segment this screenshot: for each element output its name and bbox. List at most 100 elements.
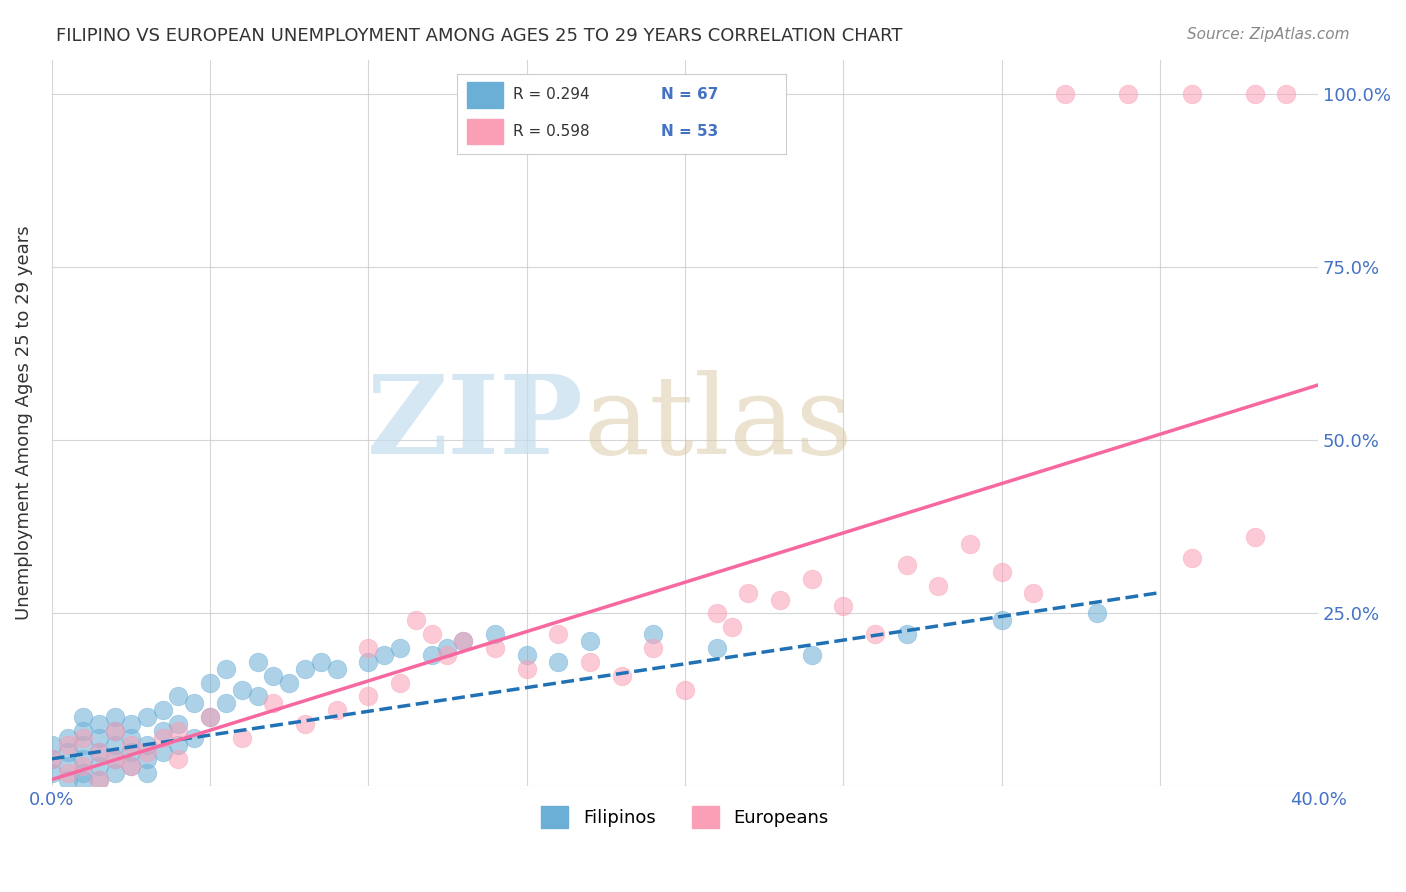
Point [579, 655, 602, 669]
Point [135, 738, 157, 752]
Point [990, 613, 1012, 627]
Point [135, 745, 157, 759]
Point [56, 758, 79, 772]
Point [56, 745, 79, 759]
Point [152, 731, 174, 745]
Point [72, 758, 94, 772]
Point [41, 752, 63, 766]
Point [516, 648, 538, 662]
Point [800, 648, 823, 662]
Point [183, 697, 205, 711]
Point [41, 765, 63, 780]
Point [89, 772, 111, 787]
Point [72, 738, 94, 752]
Point [120, 731, 142, 745]
Point [1053, 87, 1076, 102]
Point [41, 738, 63, 752]
Text: atlas: atlas [583, 369, 853, 476]
Point [1085, 607, 1108, 621]
Point [89, 745, 111, 759]
Text: FILIPINO VS EUROPEAN UNEMPLOYMENT AMONG AGES 25 TO 29 YEARS CORRELATION CHART: FILIPINO VS EUROPEAN UNEMPLOYMENT AMONG … [56, 27, 903, 45]
Text: ZIP: ZIP [367, 369, 583, 476]
Point [959, 537, 981, 551]
Point [1243, 530, 1265, 544]
Point [120, 738, 142, 752]
Point [215, 697, 238, 711]
Point [357, 640, 380, 655]
Point [120, 745, 142, 759]
Point [89, 772, 111, 787]
Point [420, 627, 443, 641]
Point [721, 620, 744, 634]
Point [89, 731, 111, 745]
Point [198, 675, 221, 690]
Point [990, 565, 1012, 579]
Point [231, 682, 253, 697]
Point [89, 717, 111, 731]
Point [436, 640, 458, 655]
Point [120, 758, 142, 772]
Point [388, 675, 411, 690]
Point [72, 710, 94, 724]
Point [72, 752, 94, 766]
Point [547, 655, 569, 669]
Point [246, 690, 269, 704]
Point [135, 765, 157, 780]
Point [516, 662, 538, 676]
Point [41, 752, 63, 766]
Point [56, 765, 79, 780]
Point [152, 703, 174, 717]
Point [863, 627, 886, 641]
Point [56, 731, 79, 745]
Point [673, 682, 696, 697]
Point [1116, 87, 1139, 102]
Point [246, 655, 269, 669]
Point [152, 745, 174, 759]
Point [325, 662, 347, 676]
Point [198, 710, 221, 724]
Point [104, 738, 127, 752]
Point [357, 690, 380, 704]
Point [167, 690, 190, 704]
Point [896, 627, 918, 641]
Point [278, 675, 301, 690]
Point [453, 634, 475, 648]
Point [72, 772, 94, 787]
Point [215, 662, 238, 676]
Point [135, 710, 157, 724]
Point [1180, 87, 1202, 102]
Point [357, 655, 380, 669]
Point [453, 634, 475, 648]
Point [104, 724, 127, 739]
Text: Source: ZipAtlas.com: Source: ZipAtlas.com [1187, 27, 1350, 42]
Point [643, 640, 665, 655]
Point [484, 627, 506, 641]
Point [72, 731, 94, 745]
Point [104, 752, 127, 766]
Point [800, 572, 823, 586]
Point [135, 752, 157, 766]
Point [104, 752, 127, 766]
Point [1275, 87, 1298, 102]
Point [198, 710, 221, 724]
Legend: Filipinos, Europeans: Filipinos, Europeans [534, 799, 835, 836]
Point [56, 772, 79, 787]
Point [72, 724, 94, 739]
Point [120, 758, 142, 772]
Point [309, 655, 332, 669]
Point [373, 648, 395, 662]
Point [325, 703, 347, 717]
Point [896, 558, 918, 572]
Point [167, 738, 190, 752]
Point [167, 717, 190, 731]
Point [262, 669, 284, 683]
Point [89, 758, 111, 772]
Point [927, 579, 949, 593]
Point [231, 731, 253, 745]
Point [120, 717, 142, 731]
Point [769, 592, 792, 607]
Point [832, 599, 855, 614]
Point [1180, 551, 1202, 566]
Point [1243, 87, 1265, 102]
Point [706, 607, 728, 621]
